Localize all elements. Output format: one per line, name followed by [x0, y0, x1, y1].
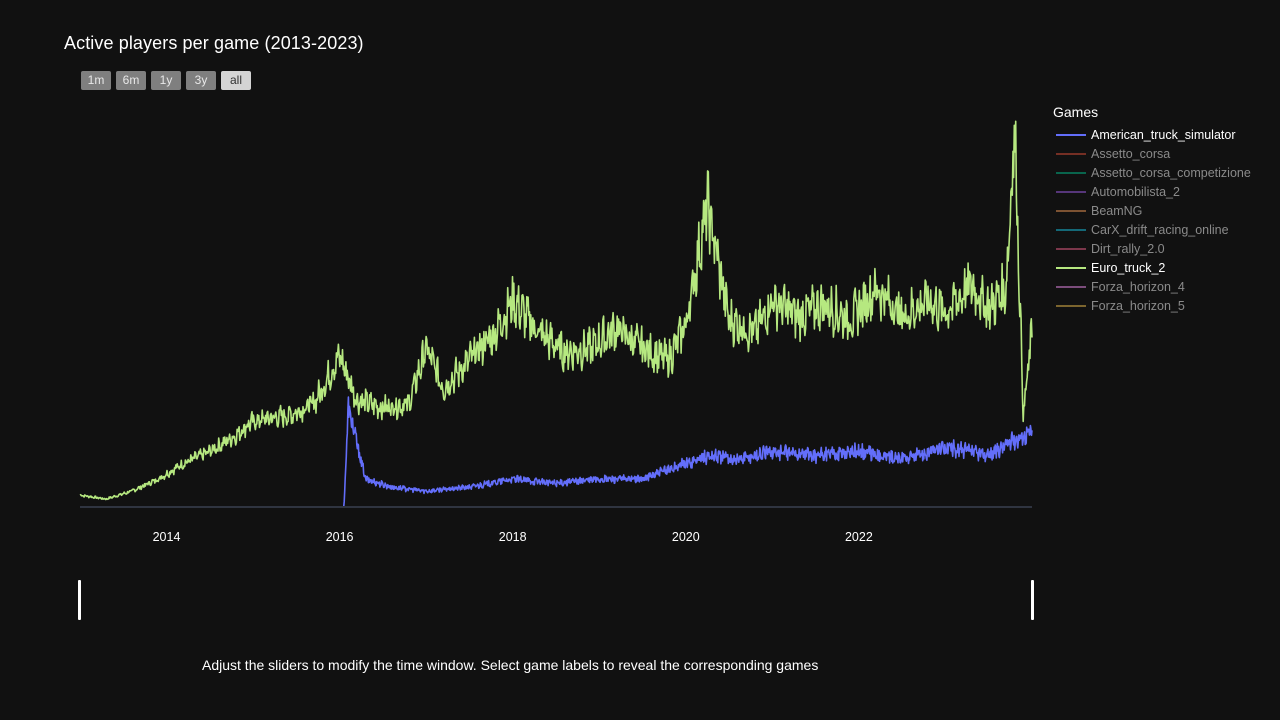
x-tick-label: 2016 — [326, 530, 354, 544]
legend-swatch — [1056, 171, 1086, 174]
legend-item[interactable]: Assetto_corsa_competizione — [1053, 163, 1251, 182]
legend-label: CarX_drift_racing_online — [1091, 222, 1229, 237]
legend-swatch — [1056, 228, 1086, 231]
series-line-american-truck-simulator — [296, 396, 1033, 508]
x-tick-label: 2020 — [672, 530, 700, 544]
range-button-1m[interactable]: 1m — [81, 71, 111, 90]
legend-swatch — [1056, 266, 1086, 269]
x-tick-label: 2022 — [845, 530, 873, 544]
chart-title: Active players per game (2013-2023) — [64, 33, 364, 53]
legend-item[interactable]: BeamNG — [1053, 201, 1251, 220]
legend-label: BeamNG — [1091, 203, 1143, 218]
series-line-euro-truck-2 — [79, 120, 1033, 501]
legend-item[interactable]: American_truck_simulator — [1053, 125, 1251, 144]
legend-swatch — [1056, 209, 1086, 212]
legend-label: American_truck_simulator — [1091, 127, 1236, 142]
legend-title: Games — [1053, 104, 1099, 120]
legend-label: Automobilista_2 — [1091, 184, 1180, 199]
x-axis-ticks: 2014 2016 2018 2020 2022 — [153, 530, 873, 544]
series-layer — [79, 120, 1033, 508]
legend-swatch — [1056, 304, 1086, 307]
legend-swatch — [1056, 247, 1086, 250]
legend-label: Dirt_rally_2.0 — [1091, 241, 1165, 256]
x-tick-label: 2018 — [499, 530, 527, 544]
legend-label: Euro_truck_2 — [1091, 260, 1166, 275]
range-slider-left-handle[interactable] — [78, 580, 81, 620]
range-button-3y[interactable]: 3y — [186, 71, 216, 90]
range-slider-right-handle[interactable] — [1031, 580, 1034, 620]
legend-swatch — [1056, 152, 1086, 155]
range-button-all[interactable]: all — [221, 71, 251, 90]
legend: Games American_truck_simulator Assetto_co… — [1053, 104, 1251, 315]
legend-item[interactable]: Dirt_rally_2.0 — [1053, 239, 1251, 258]
legend-item[interactable]: Assetto_corsa — [1053, 144, 1251, 163]
range-button-1y[interactable]: 1y — [151, 71, 181, 90]
range-button-6m[interactable]: 6m — [116, 71, 146, 90]
legend-swatch — [1056, 190, 1086, 193]
legend-item[interactable]: Forza_horizon_4 — [1053, 277, 1251, 296]
legend-label: Assetto_corsa — [1091, 146, 1171, 161]
footnote: Adjust the sliders to modify the time wi… — [202, 657, 819, 673]
range-selector: 1m 6m 1y 3y all — [81, 71, 251, 90]
legend-label: Forza_horizon_4 — [1091, 279, 1185, 294]
legend-label: Assetto_corsa_competizione — [1091, 165, 1251, 180]
x-tick-label: 2014 — [153, 530, 181, 544]
legend-item[interactable]: Forza_horizon_5 — [1053, 296, 1251, 315]
legend-item[interactable]: Automobilista_2 — [1053, 182, 1251, 201]
legend-label: Forza_horizon_5 — [1091, 298, 1185, 313]
legend-swatch — [1056, 133, 1086, 136]
legend-item[interactable]: CarX_drift_racing_online — [1053, 220, 1251, 239]
legend-item[interactable]: Euro_truck_2 — [1053, 258, 1251, 277]
legend-swatch — [1056, 285, 1086, 288]
